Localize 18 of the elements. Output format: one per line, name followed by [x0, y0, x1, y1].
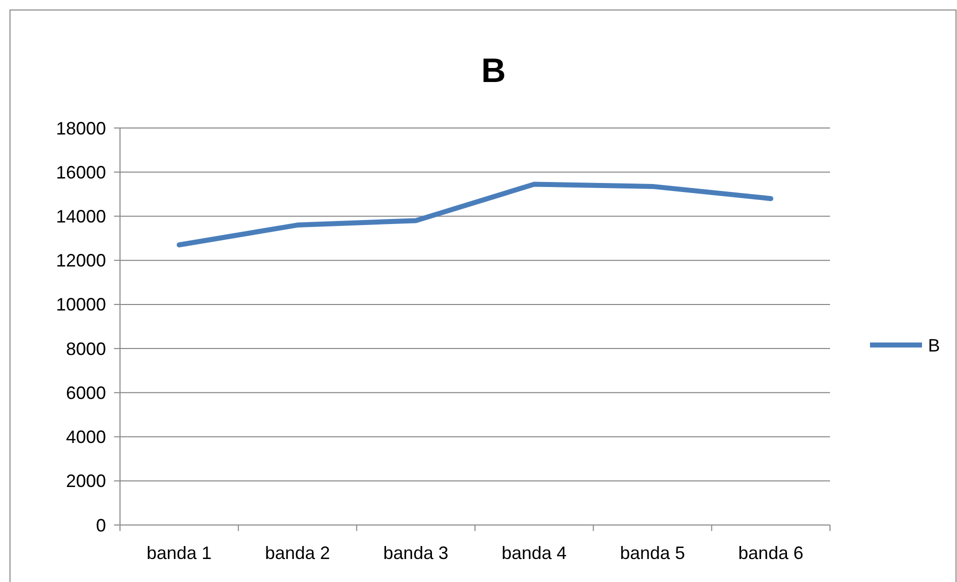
y-tick-label: 2000: [66, 471, 106, 492]
x-tick-label: banda 4: [502, 543, 567, 563]
chart-title: B: [481, 52, 506, 90]
y-tick-label: 10000: [56, 294, 106, 315]
legend-label: B: [928, 335, 940, 356]
y-tick-label: 18000: [56, 118, 106, 138]
y-tick-label: 16000: [56, 162, 106, 182]
y-tick-label: 4000: [66, 427, 106, 448]
x-tick-label: banda 5: [620, 543, 686, 563]
x-tick-label: banda 1: [146, 543, 212, 563]
y-tick-label: 6000: [66, 382, 106, 403]
y-tick-label: 14000: [56, 206, 106, 227]
y-tick-label: 0: [96, 515, 106, 536]
x-tick-label: banda 3: [383, 543, 448, 563]
y-tick-label: 12000: [56, 250, 106, 271]
y-tick-label: 8000: [66, 338, 106, 359]
x-tick-label: banda 6: [738, 543, 804, 563]
x-tick-label: banda 2: [264, 543, 330, 563]
